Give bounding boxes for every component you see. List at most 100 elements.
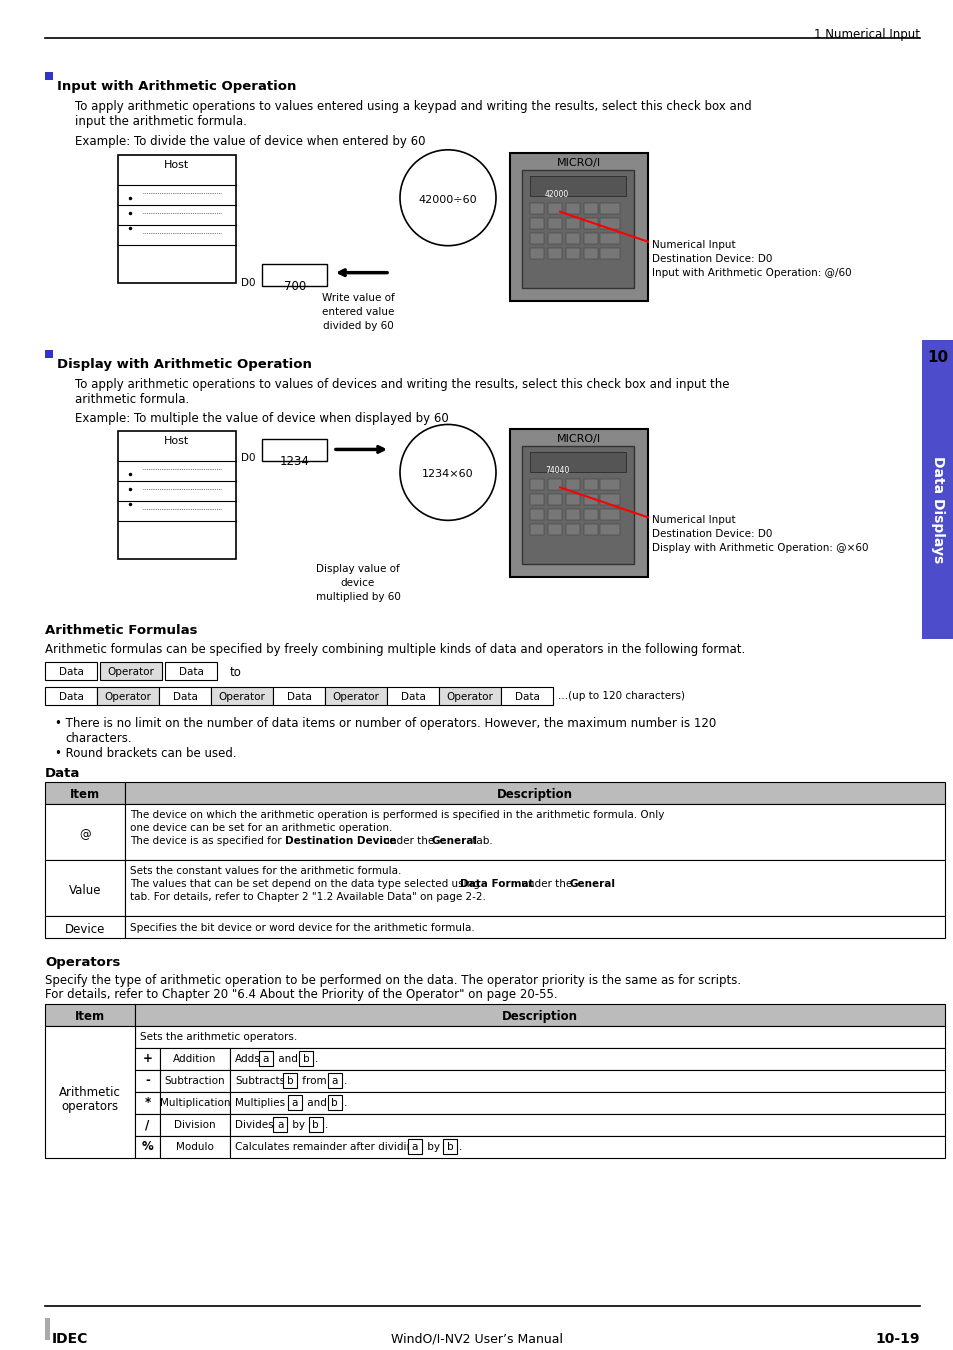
Text: Operator: Operator [218, 693, 265, 702]
Text: b: b [287, 1076, 293, 1085]
Bar [438, 687, 500, 705]
Text: Data: Data [178, 667, 203, 678]
Text: Sets the arithmetic operators.: Sets the arithmetic operators. [140, 1031, 297, 1042]
Text: Description: Description [501, 1010, 578, 1023]
Bar [135, 1048, 160, 1069]
Text: input the arithmetic formula.: input the arithmetic formula. [75, 115, 247, 128]
Bar [160, 1092, 230, 1114]
Text: Display with Arithmetic Operation: @×60: Display with Arithmetic Operation: @×60 [651, 543, 867, 554]
Bar [100, 662, 162, 680]
Bar [530, 202, 543, 213]
Bar [530, 494, 543, 505]
Bar [565, 509, 579, 520]
Bar [599, 494, 619, 505]
Text: +: + [142, 1052, 152, 1065]
Text: %: % [141, 1139, 153, 1153]
Bar [118, 155, 235, 282]
Bar [135, 1004, 944, 1026]
Text: ...(up to 120 characters): ...(up to 120 characters) [558, 691, 684, 701]
Bar [45, 1004, 135, 1026]
Bar [530, 524, 543, 536]
Text: Host: Host [164, 436, 190, 447]
Text: Arithmetic: Arithmetic [59, 1085, 121, 1099]
Bar [45, 860, 125, 915]
Text: Example: To multiple the value of device when displayed by 60: Example: To multiple the value of device… [75, 413, 448, 425]
Text: .: . [314, 1054, 318, 1064]
Bar [530, 247, 543, 259]
Bar [583, 217, 598, 228]
Bar [547, 217, 561, 228]
Text: under the: under the [379, 836, 437, 846]
Text: Data Format: Data Format [459, 879, 533, 888]
Text: 74040: 74040 [544, 466, 569, 475]
Text: To apply arithmetic operations to values of devices and writing the results, sel: To apply arithmetic operations to values… [75, 378, 729, 390]
Text: 10-19: 10-19 [875, 1332, 919, 1346]
Text: tab.: tab. [469, 836, 493, 846]
Text: 42000÷60: 42000÷60 [418, 194, 476, 205]
Text: a: a [262, 1054, 269, 1064]
Text: Operators: Operators [45, 956, 120, 969]
Bar [599, 247, 619, 259]
Text: to: to [230, 666, 242, 679]
Bar [328, 1095, 341, 1110]
Text: Data: Data [58, 693, 83, 702]
Text: .: . [324, 1119, 328, 1130]
Text: Destination Device: D0: Destination Device: D0 [651, 529, 772, 540]
Text: Data: Data [514, 693, 538, 702]
Text: a: a [332, 1076, 337, 1085]
Text: operators: operators [61, 1100, 118, 1112]
Text: multiplied by 60: multiplied by 60 [315, 593, 400, 602]
Text: /: / [145, 1118, 150, 1131]
Bar [159, 687, 211, 705]
Bar [583, 232, 598, 244]
Bar [921, 340, 953, 639]
Bar [407, 1139, 421, 1154]
Text: To apply arithmetic operations to values entered using a keypad and writing the : To apply arithmetic operations to values… [75, 100, 751, 113]
Bar [530, 176, 625, 196]
Text: Numerical Input: Numerical Input [651, 240, 735, 250]
Bar [547, 494, 561, 505]
Text: Data: Data [58, 667, 83, 678]
Bar [135, 1026, 944, 1048]
Bar [298, 1052, 313, 1066]
Bar [530, 232, 543, 244]
Bar [547, 479, 561, 490]
Text: by: by [289, 1119, 309, 1130]
Bar [599, 509, 619, 520]
Text: tab. For details, refer to Chapter 2 "1.2 Available Data" on page 2-2.: tab. For details, refer to Chapter 2 "1.… [130, 892, 485, 902]
Bar [442, 1139, 456, 1154]
Text: Specify the type of arithmetic operation to be performed on the data. The operat: Specify the type of arithmetic operation… [45, 973, 740, 987]
Text: Subtracts: Subtracts [234, 1076, 285, 1085]
Bar [565, 202, 579, 213]
Text: • Round brackets can be used.: • Round brackets can be used. [55, 747, 236, 760]
Text: Host: Host [164, 159, 190, 170]
Text: 42000: 42000 [544, 190, 569, 198]
Bar [262, 440, 327, 462]
Text: Arithmetic formulas can be specified by freely combining multiple kinds of data : Arithmetic formulas can be specified by … [45, 643, 744, 656]
Text: .: . [458, 1142, 462, 1152]
Text: Multiplies: Multiplies [234, 1098, 285, 1107]
Text: Arithmetic Formulas: Arithmetic Formulas [45, 624, 197, 637]
Text: Device: Device [65, 923, 105, 936]
Bar [328, 1073, 341, 1088]
Text: one device can be set for an arithmetic operation.: one device can be set for an arithmetic … [130, 824, 392, 833]
Text: Display value of: Display value of [315, 564, 399, 574]
Bar [125, 860, 944, 915]
Bar [583, 494, 598, 505]
Bar [599, 479, 619, 490]
Text: *: * [144, 1096, 151, 1110]
Bar [135, 1114, 160, 1135]
Text: Specifies the bit device or word device for the arithmetic formula.: Specifies the bit device or word device … [130, 923, 475, 933]
Bar [530, 509, 543, 520]
Bar [211, 687, 273, 705]
Text: General: General [432, 836, 477, 846]
Bar [547, 509, 561, 520]
Bar [258, 1052, 273, 1066]
Text: and: and [303, 1098, 330, 1107]
Bar [599, 232, 619, 244]
Text: The values that can be set depend on the data type selected using: The values that can be set depend on the… [130, 879, 482, 888]
Text: a: a [277, 1119, 283, 1130]
Text: Value: Value [69, 884, 101, 896]
Text: .: . [343, 1098, 347, 1107]
Bar [565, 494, 579, 505]
